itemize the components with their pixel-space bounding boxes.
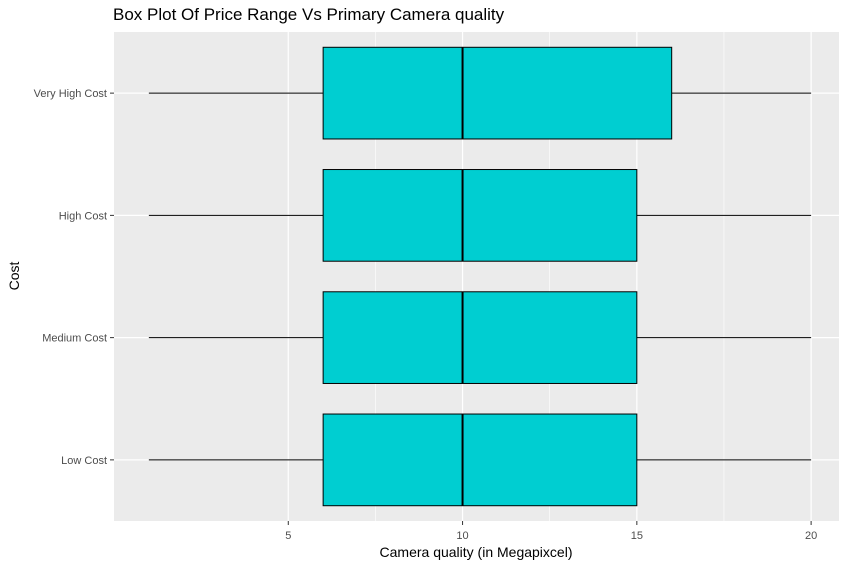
box-iqr bbox=[322, 169, 638, 262]
y-tick-label: Low Cost bbox=[61, 455, 107, 467]
box-iqr bbox=[322, 291, 638, 384]
y-tick-label: Medium Cost bbox=[42, 333, 107, 345]
box-very-high-cost bbox=[148, 46, 812, 140]
y-tick-label: High Cost bbox=[59, 210, 107, 222]
box-low-cost bbox=[148, 413, 812, 507]
x-tick-label: 10 bbox=[456, 530, 468, 542]
box-high-cost bbox=[148, 169, 812, 262]
y-axis-title: Cost bbox=[6, 262, 22, 291]
x-axis-ticks: 5 10 15 20 bbox=[285, 521, 817, 542]
boxes bbox=[148, 46, 812, 507]
y-tick-label: Very High Cost bbox=[34, 88, 107, 100]
chart-title: Box Plot Of Price Range Vs Primary Camer… bbox=[113, 5, 505, 24]
x-tick-label: 15 bbox=[631, 530, 643, 542]
box-medium-cost bbox=[148, 291, 812, 384]
box-iqr bbox=[322, 413, 638, 507]
box-iqr bbox=[322, 46, 673, 140]
x-tick-label: 20 bbox=[805, 530, 817, 542]
x-tick-label: 5 bbox=[285, 530, 291, 542]
x-axis-title: Camera quality (in Megapixcel) bbox=[380, 544, 573, 560]
y-axis-ticks: Low Cost Medium Cost High Cost Very High Co… bbox=[34, 88, 114, 467]
